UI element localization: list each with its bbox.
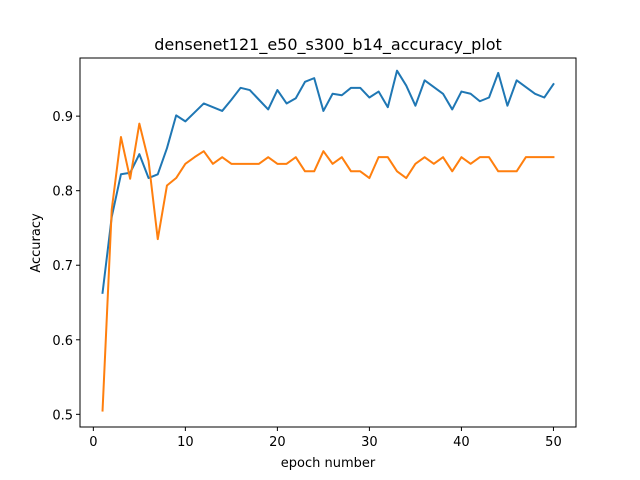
- chart-title: densenet121_e50_s300_b14_accuracy_plot: [154, 35, 502, 55]
- series-line-2: [101, 122, 555, 412]
- x-tick-label: 30: [361, 435, 378, 450]
- plot-background: [80, 58, 576, 427]
- axes-layer: 0 10 20 30 40 50 0.5 0.6 0.7 0.8 0.9: [52, 57, 577, 450]
- y-tick-label: 0.5: [52, 408, 73, 423]
- x-axis-label: epoch number: [281, 456, 376, 471]
- y-tick-label: 0.7: [52, 259, 73, 274]
- x-tick-label: 50: [545, 435, 562, 450]
- plot-area: [80, 58, 576, 427]
- x-tick-label: 20: [269, 435, 286, 450]
- x-tick-label: 0: [89, 435, 97, 450]
- y-tick-label: 0.6: [52, 334, 73, 349]
- series-layer: [101, 69, 555, 412]
- series-line-1: [101, 69, 555, 294]
- y-tick-label: 0.8: [52, 185, 73, 200]
- y-tick-label: 0.9: [52, 110, 73, 125]
- x-tick-label: 40: [453, 435, 470, 450]
- x-tick-label: 10: [177, 435, 194, 450]
- plot-frame: [79, 57, 577, 428]
- y-axis-label: Accuracy: [29, 213, 44, 273]
